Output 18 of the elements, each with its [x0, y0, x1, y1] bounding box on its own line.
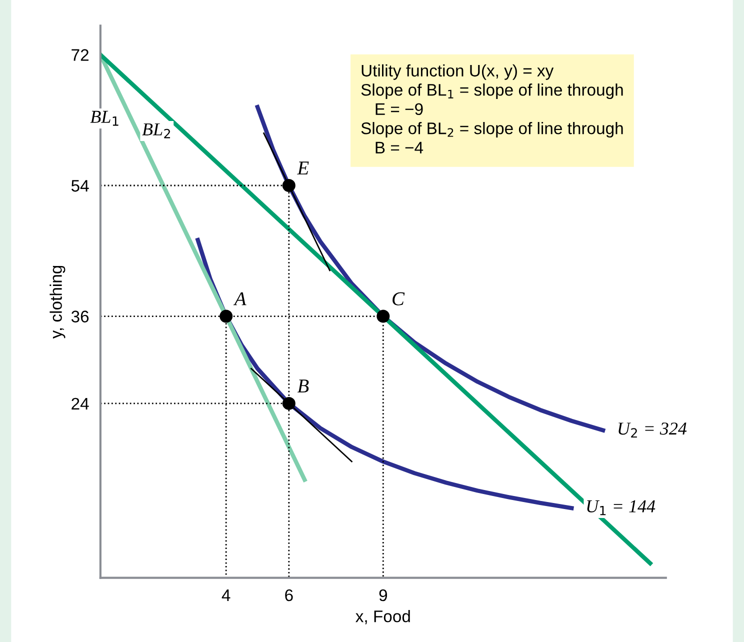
x-axis-title: x, Food [356, 610, 410, 624]
x-tick-label: 6 [285, 589, 293, 602]
y-tick-label: 36 [71, 310, 89, 322]
series-label: BL$_{1}$ [90, 110, 118, 126]
x-tick-label: 9 [379, 589, 388, 602]
series-label: BL$_{2}$ [142, 123, 170, 138]
text: Utility function U(x, y) = xy Slope of BL$_{1}$ = slope of line through E = −9 Slope of BL$_{2}$ = slope of line through B = −4 [361, 64, 623, 154]
series-label: U$_{1}$ = 144 [587, 500, 656, 516]
annotation: B [297, 380, 309, 392]
y-tick-label: 24 [72, 398, 89, 410]
y-tick-label: 54 [71, 180, 89, 192]
x-tick-label: 4 [222, 590, 230, 601]
series-label: U$_{2}$ = 324 [618, 422, 687, 438]
annotation: E [297, 162, 309, 174]
annotation: A [233, 292, 246, 306]
y-axis-title: y, clothing [50, 266, 66, 339]
annotation: C [392, 292, 405, 306]
y-tick-label: 72 [72, 49, 88, 61]
